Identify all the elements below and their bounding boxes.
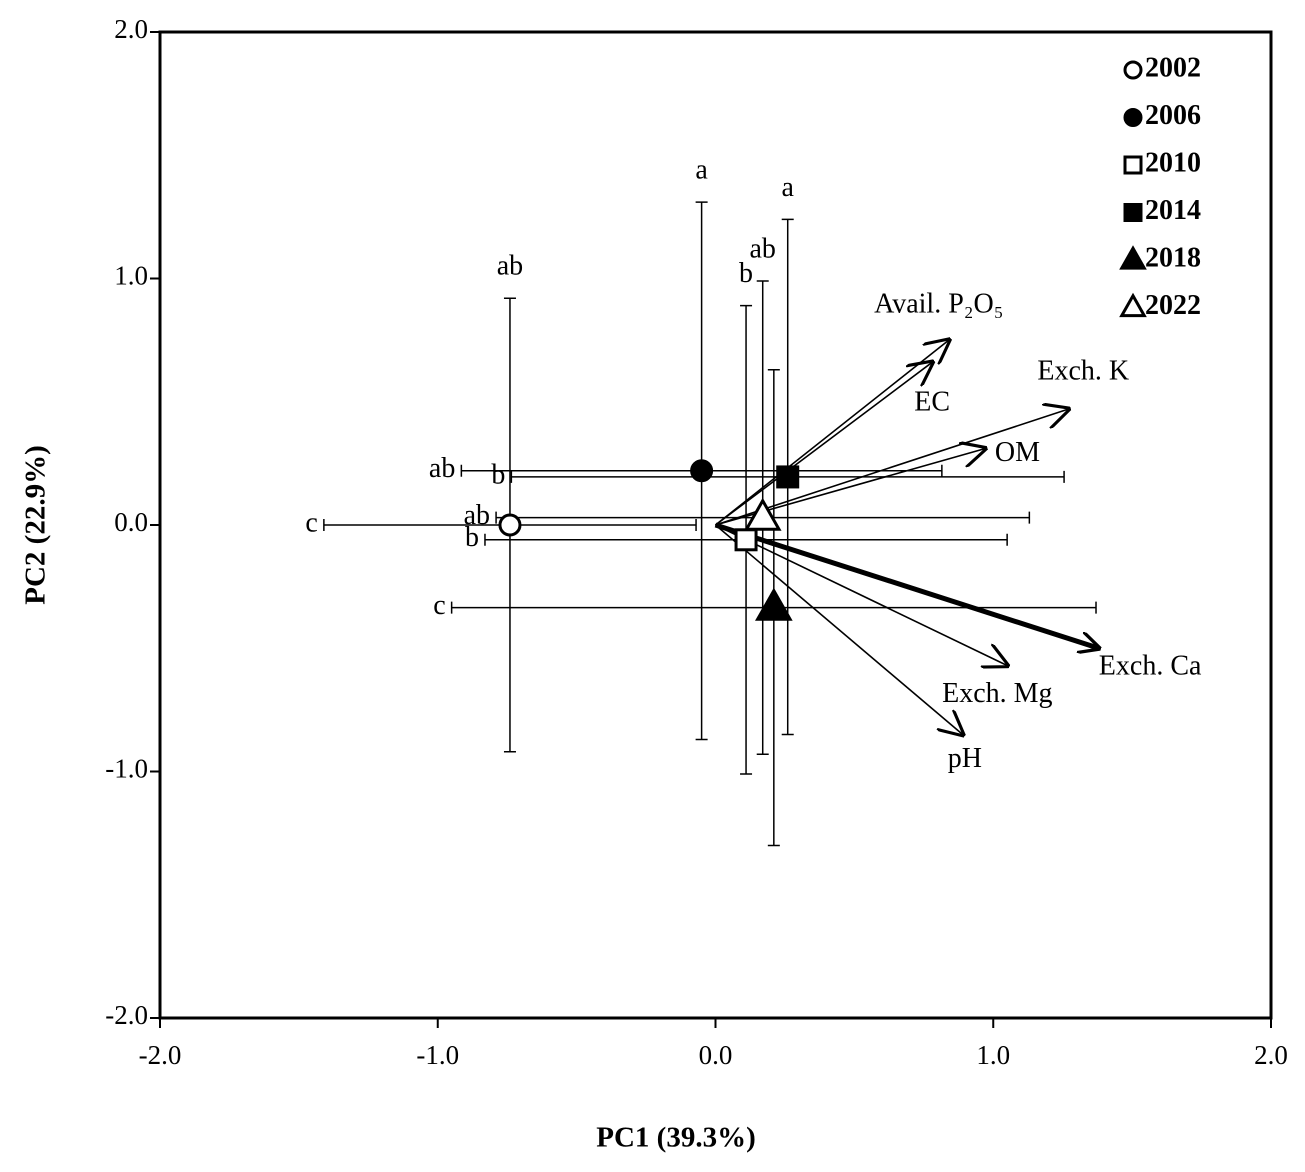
y-tick-label: -2.0 bbox=[105, 1000, 148, 1030]
vector-label: Avail. P₂O₅ bbox=[874, 289, 1003, 320]
x-letter: b bbox=[465, 522, 479, 553]
legend-marker bbox=[1123, 108, 1143, 127]
y-letter: ab bbox=[497, 251, 523, 282]
legend-marker bbox=[1119, 292, 1147, 318]
y-letter: a bbox=[695, 155, 708, 186]
y-letter: b bbox=[739, 258, 753, 289]
vector-label: Exch. Mg bbox=[942, 678, 1052, 709]
point bbox=[776, 465, 800, 489]
x-tick-label: -2.0 bbox=[139, 1040, 182, 1070]
legend-label: 2018 bbox=[1145, 242, 1201, 273]
legend-label: 2014 bbox=[1145, 195, 1201, 226]
x-tick-label: 1.0 bbox=[976, 1040, 1010, 1070]
legend-label: 2010 bbox=[1145, 147, 1201, 178]
y-tick-label: -1.0 bbox=[105, 754, 148, 784]
point bbox=[498, 513, 522, 537]
y-letter: ab bbox=[749, 233, 775, 264]
x-letter: c bbox=[305, 507, 317, 538]
x-axis-label: PC1 (39.3%) bbox=[596, 1122, 755, 1154]
x-tick-label: 0.0 bbox=[699, 1040, 733, 1070]
legend-label: 2022 bbox=[1145, 290, 1201, 321]
x-letter: ab bbox=[464, 500, 490, 531]
x-letter: ab bbox=[429, 453, 455, 484]
vector-label: OM bbox=[995, 437, 1040, 468]
point bbox=[690, 459, 714, 483]
x-letter: c bbox=[433, 590, 445, 621]
legend-label: 2006 bbox=[1145, 100, 1201, 131]
point bbox=[734, 528, 758, 552]
vector-label: pH bbox=[948, 743, 982, 774]
legend-marker bbox=[1123, 60, 1143, 80]
legend-marker bbox=[1123, 203, 1143, 222]
loading-vector bbox=[715, 362, 933, 526]
y-letter: a bbox=[781, 172, 794, 203]
loading-vector bbox=[714, 522, 1099, 648]
y-tick-label: 0.0 bbox=[114, 507, 148, 537]
vector-label: EC bbox=[914, 387, 950, 418]
error-bars bbox=[460, 201, 943, 741]
loading-vector bbox=[714, 524, 963, 735]
legend-label: 2002 bbox=[1145, 52, 1201, 83]
x-letter: b bbox=[491, 459, 505, 490]
point bbox=[755, 587, 793, 621]
loading-vector bbox=[715, 340, 949, 526]
point bbox=[743, 497, 782, 531]
legend-marker bbox=[1123, 155, 1143, 175]
vector-label: Exch. K bbox=[1037, 356, 1129, 387]
loading-vector bbox=[715, 409, 1069, 526]
legend-marker bbox=[1119, 245, 1147, 270]
loading-vector bbox=[715, 524, 1008, 666]
y-tick-label: 1.0 bbox=[114, 261, 148, 291]
vector-label: Exch. Ca bbox=[1099, 651, 1202, 682]
y-tick-label: 2.0 bbox=[114, 14, 148, 44]
x-tick-label: 2.0 bbox=[1254, 1040, 1288, 1070]
x-tick-label: -1.0 bbox=[416, 1040, 459, 1070]
y-axis-label: PC2 (22.9%) bbox=[20, 445, 52, 604]
